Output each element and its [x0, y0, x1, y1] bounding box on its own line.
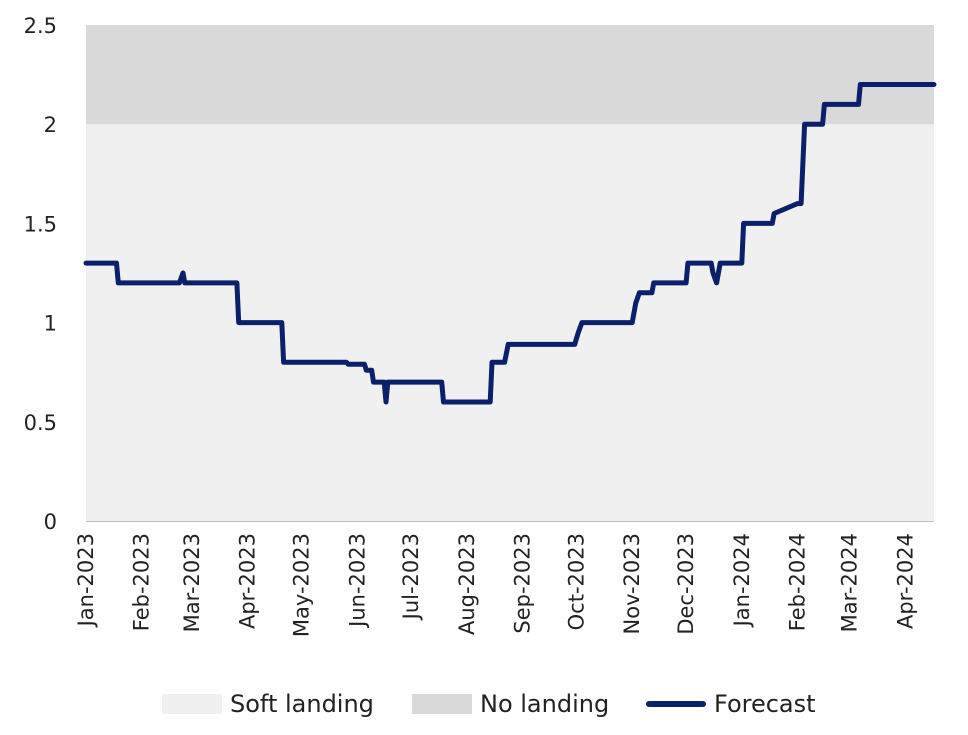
x-tick-label: Sep-2023 — [511, 533, 535, 634]
legend-item-no-landing: No landing — [412, 684, 609, 724]
x-tick-labels: Jan-2023 Feb-2023 Mar-2023 Apr-2023 May-2023… — [74, 533, 917, 637]
x-tick-label: Feb-2024 — [785, 533, 809, 631]
y-tick-label: 2.5 — [24, 14, 57, 38]
x-tick-label: Jul-2023 — [399, 533, 423, 621]
x-tick-label: Jan-2023 — [74, 533, 98, 628]
x-tick-label: Feb-2023 — [130, 533, 154, 631]
x-tick-label: Apr-2023 — [236, 533, 260, 629]
x-tick-label: Dec-2023 — [674, 533, 698, 635]
x-tick-label: Aug-2023 — [455, 533, 479, 635]
y-tick-label: 1 — [44, 312, 57, 336]
forecast-swatch — [646, 701, 706, 707]
series-layer — [83, 82, 937, 405]
x-tick-label: Mar-2023 — [180, 533, 204, 632]
legend-item-forecast: Forecast — [646, 684, 816, 724]
legend-label-soft-landing: Soft landing — [230, 690, 374, 718]
x-tick-label: May-2023 — [290, 533, 314, 637]
y-tick-label: 2 — [44, 113, 57, 137]
y-tick-label: 0 — [44, 510, 57, 534]
x-tick-label: Nov-2023 — [620, 533, 644, 634]
band-soft-landing — [86, 124, 934, 521]
bands-layer — [86, 25, 934, 521]
chart-svg: 0 0.5 1 1.5 2 2.5 Jan-2023 Feb-2023 Mar-2023 Apr… — [24, 14, 937, 637]
no-landing-swatch — [412, 694, 472, 714]
y-tick-label: 1.5 — [24, 212, 57, 236]
x-tick-label: Apr-2024 — [893, 533, 917, 629]
legend: Soft landing No landing Forecast — [0, 684, 968, 724]
band-no-landing — [86, 25, 934, 125]
x-tick-label: Jun-2023 — [345, 533, 369, 629]
series-line-forecast — [83, 82, 937, 405]
y-tick-label: 0.5 — [24, 411, 57, 435]
x-tick-label: Jan-2024 — [730, 533, 754, 628]
legend-item-soft-landing: Soft landing — [162, 684, 374, 724]
legend-label-no-landing: No landing — [480, 690, 610, 718]
soft-landing-swatch — [162, 694, 222, 714]
legend-label-forecast: Forecast — [714, 690, 816, 718]
x-tick-label: Mar-2024 — [838, 533, 862, 632]
x-tick-label: Oct-2023 — [564, 533, 588, 630]
y-tick-labels: 0 0.5 1 1.5 2 2.5 — [24, 14, 57, 534]
